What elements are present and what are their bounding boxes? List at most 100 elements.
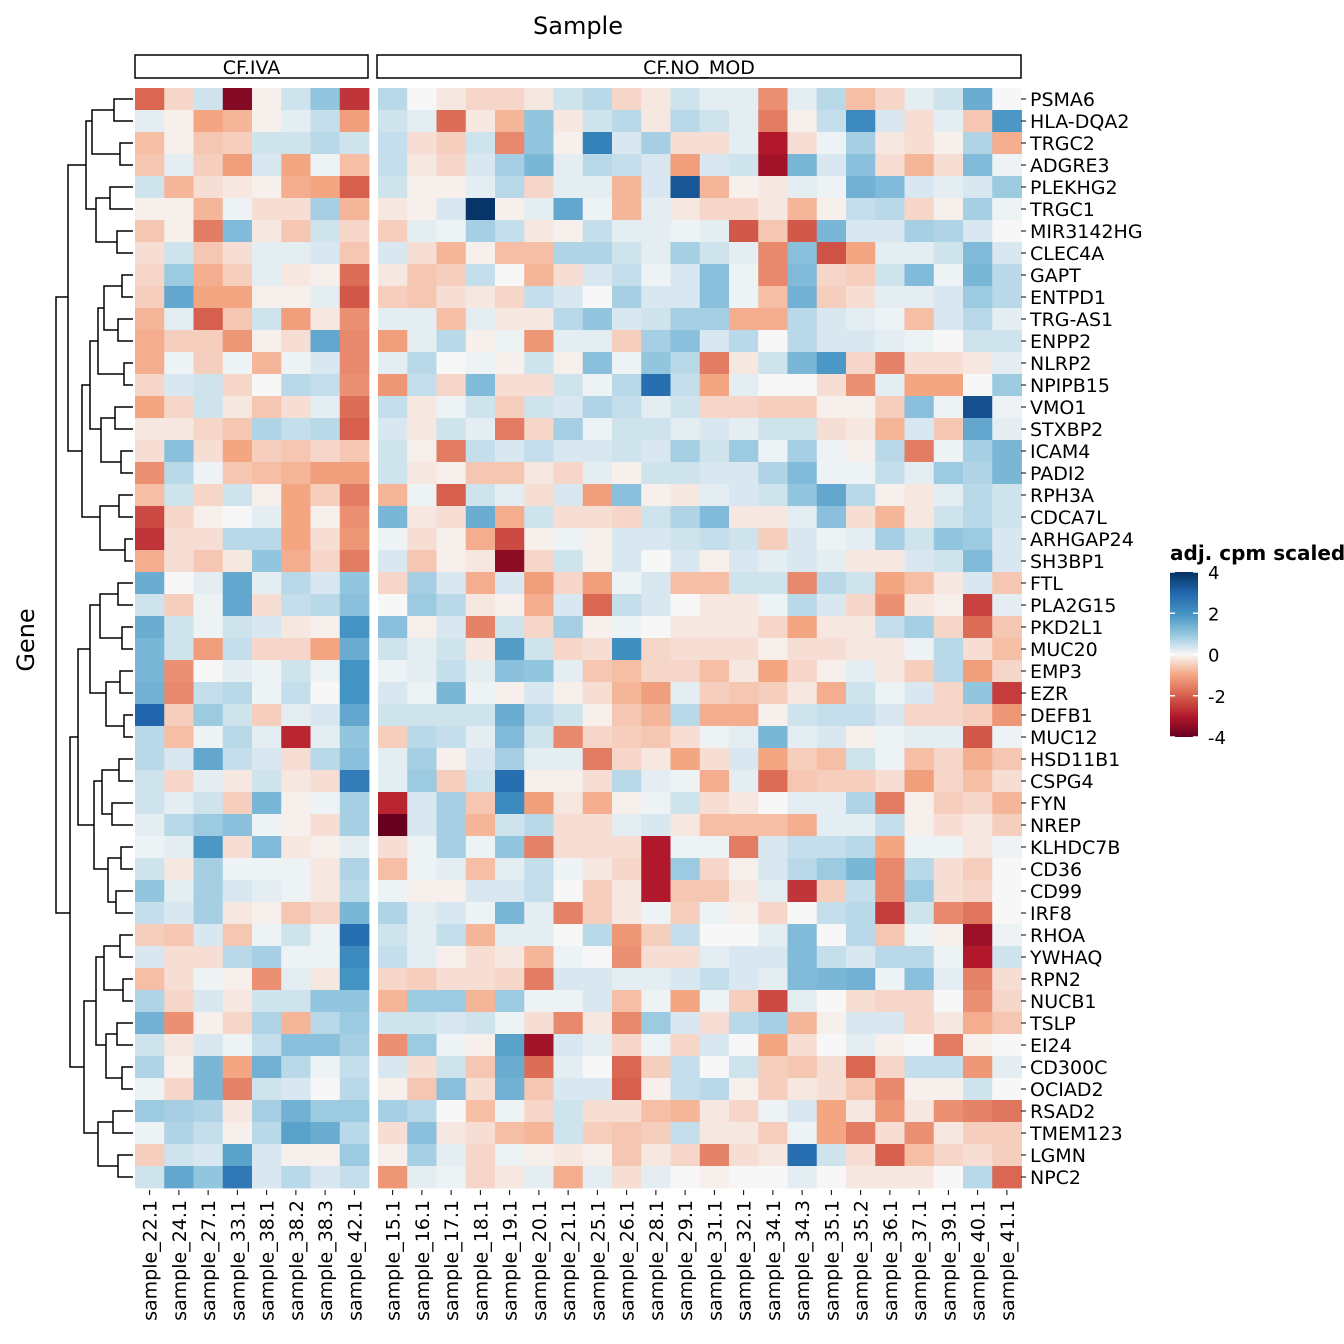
heatmap-cell bbox=[465, 682, 496, 705]
heatmap-cell bbox=[193, 748, 224, 771]
heatmap-cell bbox=[787, 792, 818, 815]
heatmap-cell bbox=[758, 220, 788, 243]
heatmap-cell bbox=[904, 704, 935, 727]
heatmap-cell bbox=[641, 440, 671, 463]
heatmap-cell bbox=[670, 330, 701, 353]
heatmap-cell bbox=[699, 792, 730, 815]
heatmap-cell bbox=[495, 792, 525, 815]
heatmap-cell bbox=[164, 462, 194, 485]
heatmap-cell bbox=[904, 550, 935, 573]
heatmap-cell bbox=[436, 660, 467, 683]
heatmap-cell bbox=[524, 352, 554, 375]
heatmap-cell bbox=[495, 836, 525, 859]
heatmap-cell bbox=[670, 550, 701, 573]
heatmap-cell bbox=[699, 440, 730, 463]
heatmap-cell bbox=[963, 990, 993, 1013]
heatmap-cell bbox=[553, 660, 584, 683]
heatmap-cell bbox=[992, 946, 1022, 969]
heatmap-cell bbox=[524, 484, 554, 507]
heatmap-cell bbox=[378, 264, 408, 287]
sample-label: sample_19.1 bbox=[500, 1200, 522, 1321]
dendrogram-branch bbox=[101, 769, 119, 815]
heatmap-cell bbox=[339, 352, 370, 375]
sample-label: sample_33.1 bbox=[227, 1200, 249, 1321]
heatmap-cell bbox=[193, 814, 224, 837]
heatmap-cell bbox=[904, 1056, 935, 1079]
heatmap-cell bbox=[670, 132, 701, 155]
heatmap-cell bbox=[222, 1144, 253, 1167]
heatmap-cell bbox=[193, 440, 224, 463]
heatmap-cell bbox=[222, 792, 253, 815]
heatmap-cell bbox=[465, 462, 496, 485]
heatmap-cell bbox=[524, 1166, 554, 1189]
heatmap-cell bbox=[816, 462, 847, 485]
heatmap-cell bbox=[904, 572, 935, 595]
heatmap-cell bbox=[816, 286, 847, 309]
heatmap-cell bbox=[787, 440, 818, 463]
heatmap-cell bbox=[612, 1122, 642, 1145]
heatmap-cell bbox=[164, 88, 194, 111]
heatmap-cell bbox=[846, 660, 876, 683]
heatmap-cell bbox=[339, 682, 370, 705]
heatmap-cell bbox=[816, 308, 847, 331]
heatmap-cell bbox=[963, 242, 993, 265]
heatmap-cell bbox=[992, 1012, 1022, 1035]
heatmap-cell bbox=[378, 726, 408, 749]
heatmap-cell bbox=[407, 990, 437, 1013]
heatmap-cell bbox=[495, 528, 525, 551]
heatmap-cell bbox=[729, 352, 759, 375]
heatmap-cell bbox=[816, 858, 847, 881]
heatmap-cell bbox=[193, 682, 224, 705]
heatmap-cell bbox=[875, 638, 905, 661]
dendrogram-branch bbox=[124, 538, 133, 562]
heatmap-cell bbox=[252, 330, 282, 353]
heatmap-cell bbox=[582, 1078, 613, 1101]
heatmap-cell bbox=[699, 308, 730, 331]
heatmap-cell bbox=[787, 352, 818, 375]
heatmap-cell bbox=[252, 264, 282, 287]
heatmap-cell bbox=[310, 352, 341, 375]
dendrogram-branch bbox=[115, 890, 133, 914]
dendrogram-branch bbox=[109, 186, 133, 210]
heatmap-cell bbox=[378, 242, 408, 265]
heatmap-cell bbox=[495, 286, 525, 309]
heatmap-cell bbox=[310, 770, 341, 793]
heatmap-cell bbox=[222, 616, 253, 639]
sample-label: sample_37.1 bbox=[909, 1200, 931, 1321]
heatmap-cell bbox=[252, 660, 282, 683]
heatmap-cell bbox=[758, 440, 788, 463]
heatmap-cell bbox=[875, 550, 905, 573]
sample-label: sample_38.3 bbox=[315, 1200, 337, 1321]
heatmap-cell bbox=[933, 968, 964, 991]
heatmap-cell bbox=[787, 154, 818, 177]
heatmap-cell bbox=[495, 660, 525, 683]
heatmap-cell bbox=[641, 154, 671, 177]
gene-label: DEFB1 bbox=[1030, 705, 1093, 727]
heatmap-cell bbox=[787, 968, 818, 991]
heatmap-cell bbox=[524, 1034, 554, 1057]
heatmap-cell bbox=[729, 462, 759, 485]
heatmap-cell bbox=[670, 1056, 701, 1079]
heatmap-cell bbox=[252, 176, 282, 199]
heatmap-cell bbox=[135, 836, 165, 859]
dendrogram-branch bbox=[113, 98, 133, 122]
heatmap-cell bbox=[339, 308, 370, 331]
heatmap-cell bbox=[612, 374, 642, 397]
heatmap-cell bbox=[992, 902, 1022, 925]
heatmap-cell bbox=[612, 902, 642, 925]
heatmap-cell bbox=[846, 132, 876, 155]
heatmap-cell bbox=[495, 616, 525, 639]
heatmap-cell bbox=[875, 616, 905, 639]
heatmap-cell bbox=[875, 902, 905, 925]
heatmap-cell bbox=[135, 110, 165, 133]
heatmap-cell bbox=[582, 902, 613, 925]
heatmap-cell bbox=[252, 902, 282, 925]
heatmap-cell bbox=[787, 286, 818, 309]
heatmap-cell bbox=[582, 1122, 613, 1145]
heatmap-cell bbox=[252, 836, 282, 859]
heatmap-cell bbox=[553, 858, 584, 881]
heatmap-cell bbox=[992, 616, 1022, 639]
heatmap-cell bbox=[787, 132, 818, 155]
heatmap-cell bbox=[193, 132, 224, 155]
heatmap-cell bbox=[875, 814, 905, 837]
